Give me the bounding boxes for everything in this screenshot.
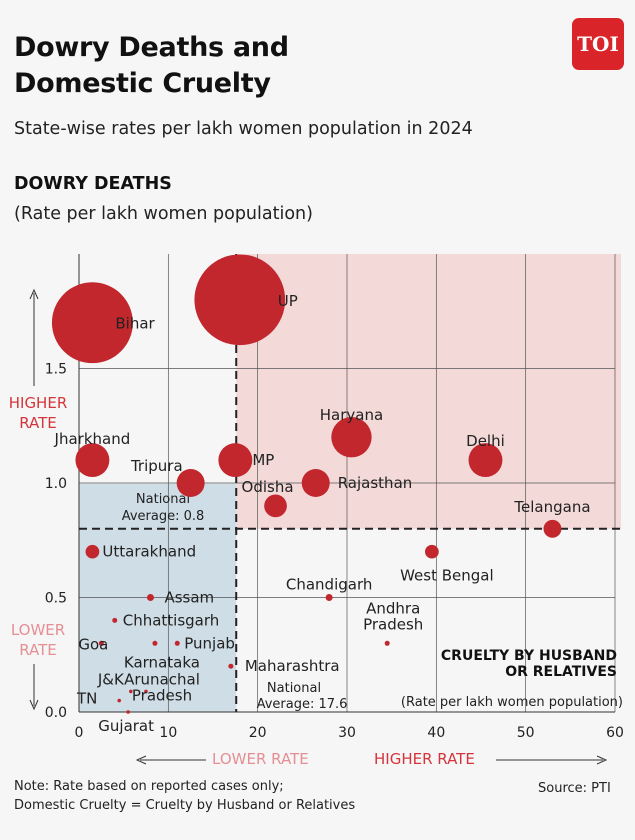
bubble-arunachal-pradesh [144,689,148,694]
down-arrow-icon [29,699,39,711]
point-label-arunachal-pradesh: Pradesh [132,686,192,704]
y-tick-label: 1.0 [45,476,67,492]
up-arrow-icon [29,288,39,300]
bubble-maharashtra [228,663,234,669]
bubble-assam [146,594,154,601]
x-tick-label: 50 [517,725,535,741]
source-credit: Source: PTI [538,781,611,796]
point-label-andhra-pradesh: Andhra [366,599,420,617]
y-lower-line-2: RATE [19,641,57,659]
point-label-odisha: Odisha [242,478,294,496]
y-tick-label: 1.5 [45,362,67,378]
right-arrow-icon [596,755,608,765]
y-higher-line-2: RATE [19,414,57,432]
point-label-chhattisgarh: Chhattisgarh [123,611,220,629]
x-axis-higher-rate-label: HIGHER RATE [374,750,475,768]
y-higher-line-1: HIGHER [8,394,68,412]
point-label-tn: TN [76,690,97,708]
x-tick-label: 0 [75,725,84,741]
footnote: Note: Rate based on reported cases only;… [14,777,355,815]
bubble-delhi [468,443,503,478]
point-label-jharkhand: Jharkhand [54,430,131,448]
point-label-arunachal-pradesh: Arunachal [124,670,200,688]
point-label-chandigarh: Chandigarh [286,576,373,594]
bubble-odisha [264,494,287,518]
bubble-gujarat [126,710,130,714]
y-tick-label: 0.0 [45,705,67,721]
bubble-bihar [51,282,133,364]
point-label-punjab: Punjab [184,634,235,652]
y-axis-lower-rate-label: LOWER RATE [2,620,74,660]
bubble-chandigarh [325,594,333,601]
chart-title: Dowry Deaths and Domestic Cruelty [14,30,289,102]
low-rate-quadrant [79,483,237,712]
left-arrow-icon [135,755,147,765]
x-axis-title: CRUELTY BY HUSBAND [441,648,617,664]
bubble-j-k [129,689,133,694]
bubble-tn [117,698,121,703]
note-line-1: Note: Rate based on reported cases only; [14,779,284,794]
bubble-west-bengal [425,544,439,559]
x-average-label: National [267,681,321,696]
title-line-1: Dowry Deaths and [14,32,289,63]
point-label-andhra-pradesh: Pradesh [363,615,423,633]
point-label-karnataka: Karnataka [124,653,200,671]
x-axis-subtitle: (Rate per lakh women population) [401,695,623,710]
point-label-j-k: J&K [97,670,125,688]
point-label-telangana: Telangana [513,498,590,516]
bubble-up [194,254,286,346]
point-label-gujarat: Gujarat [98,717,154,735]
point-label-haryana: Haryana [320,406,383,424]
bubble-haryana [331,417,372,458]
x-tick-label: 60 [606,725,624,741]
x-tick-label: 20 [249,725,267,741]
point-label-west-bengal: West Bengal [400,567,494,585]
point-label-uttarakhand: Uttarakhand [102,543,196,561]
x-average-label: Average: 17.6 [257,697,348,712]
point-label-delhi: Delhi [466,432,505,450]
point-label-rajasthan: Rajasthan [338,474,413,492]
bubble-mp [218,443,253,478]
chart-subtitle: State-wise rates per lakh women populati… [14,119,473,139]
title-line-2: Domestic Cruelty [14,68,271,99]
bubble-tripura [176,469,205,497]
bubble-goa [98,640,104,646]
x-axis-title: OR RELATIVES [505,664,617,680]
x-axis-lower-rate-label: LOWER RATE [212,750,309,768]
y-tick-label: 0.5 [45,591,67,607]
bubble-punjab [174,640,180,646]
note-line-2: Domestic Cruelty = Cruelty by Husband or… [14,798,356,813]
point-label-bihar: Bihar [115,315,155,333]
y-average-label: Average: 0.8 [122,509,205,524]
x-tick-label: 10 [159,725,177,741]
y-axis-title: DOWRY DEATHS [14,174,172,194]
point-label-up: UP [278,292,298,310]
x-tick-label: 40 [427,725,445,741]
x-tick-label: 30 [338,725,356,741]
bubble-uttarakhand [85,544,100,559]
point-label-assam: Assam [164,589,214,607]
point-label-goa: Goa [78,635,108,653]
y-lower-line-1: LOWER [10,621,66,639]
bubble-chhattisgarh [112,617,118,623]
point-label-maharashtra: Maharashtra [245,657,340,675]
bubble-telangana [543,519,562,538]
y-axis-subtitle: (Rate per lakh women population) [14,204,313,224]
bubble-andhra-pradesh [384,640,390,646]
bubble-karnataka [152,640,158,646]
point-label-tripura: Tripura [130,457,183,475]
point-label-mp: MP [252,451,274,469]
y-average-label: National [136,492,190,507]
y-axis-higher-rate-label: HIGHER RATE [2,393,74,433]
toi-logo: TOI [572,18,624,70]
bubble-jharkhand [75,443,110,478]
bubble-rajasthan [301,469,330,497]
